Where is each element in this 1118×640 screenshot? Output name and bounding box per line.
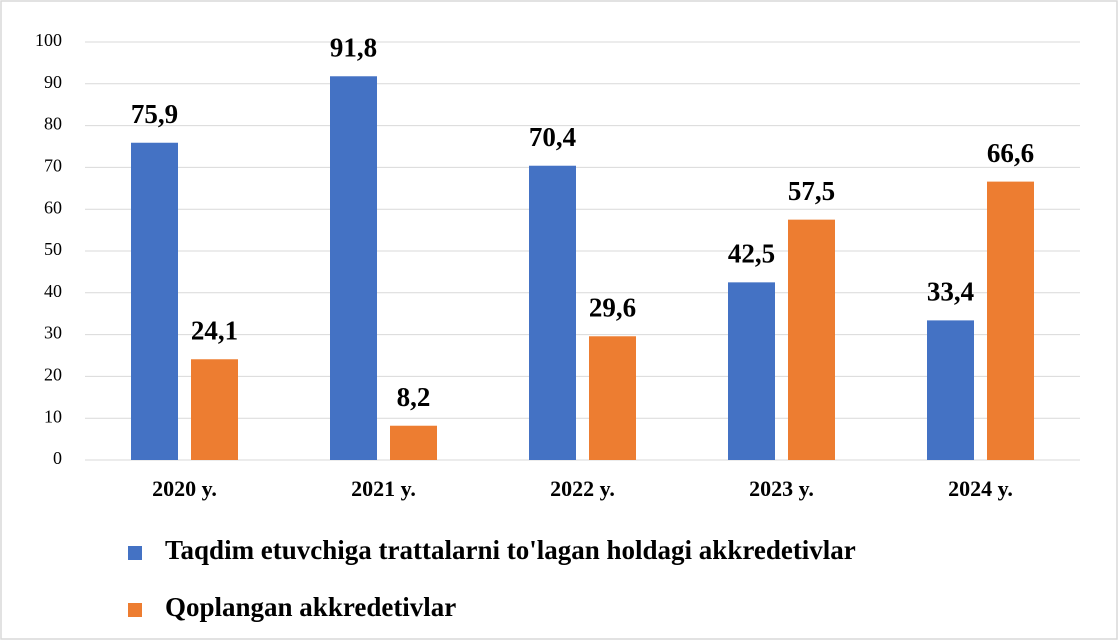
y-tick-label: 20 bbox=[44, 365, 62, 385]
value-label: 29,6 bbox=[589, 292, 636, 322]
y-tick-label: 100 bbox=[35, 30, 62, 50]
value-label: 8,2 bbox=[397, 382, 431, 412]
y-tick-label: 10 bbox=[44, 406, 62, 426]
bar bbox=[728, 282, 775, 460]
y-tick-label: 50 bbox=[44, 239, 62, 259]
y-tick-label: 40 bbox=[44, 281, 62, 301]
bar bbox=[987, 181, 1034, 460]
x-tick-label: 2024 y. bbox=[948, 476, 1013, 501]
bar bbox=[529, 165, 576, 460]
bar bbox=[927, 320, 974, 460]
value-label: 66,6 bbox=[987, 138, 1034, 168]
legend-key bbox=[128, 546, 142, 560]
x-tick-label: 2020 y. bbox=[152, 476, 217, 501]
x-tick-label: 2023 y. bbox=[749, 476, 814, 501]
value-label: 70,4 bbox=[529, 122, 576, 152]
x-tick-label: 2022 y. bbox=[550, 476, 615, 501]
value-label: 33,4 bbox=[927, 277, 974, 307]
legend-key bbox=[128, 603, 142, 617]
value-label: 75,9 bbox=[131, 99, 178, 129]
y-tick-label: 80 bbox=[44, 114, 62, 134]
bar bbox=[390, 425, 437, 460]
y-tick-label: 60 bbox=[44, 197, 62, 217]
y-tick-label: 90 bbox=[44, 72, 62, 92]
y-tick-label: 70 bbox=[44, 156, 62, 176]
bar bbox=[589, 336, 636, 460]
legend-label: Taqdim etuvchiga trattalarni to'lagan ho… bbox=[165, 535, 856, 565]
bar bbox=[330, 76, 377, 460]
x-tick-label: 2021 y. bbox=[351, 476, 416, 501]
bar bbox=[788, 219, 835, 460]
bar bbox=[131, 142, 178, 460]
y-tick-label: 0 bbox=[53, 448, 62, 468]
y-tick-label: 30 bbox=[44, 323, 62, 343]
value-label: 42,5 bbox=[728, 239, 775, 269]
value-label: 91,8 bbox=[330, 32, 377, 62]
value-label: 57,5 bbox=[788, 176, 835, 206]
bar bbox=[191, 359, 238, 460]
legend-label: Qoplangan akkredetivlar bbox=[165, 592, 456, 622]
value-label: 24,1 bbox=[191, 315, 238, 345]
